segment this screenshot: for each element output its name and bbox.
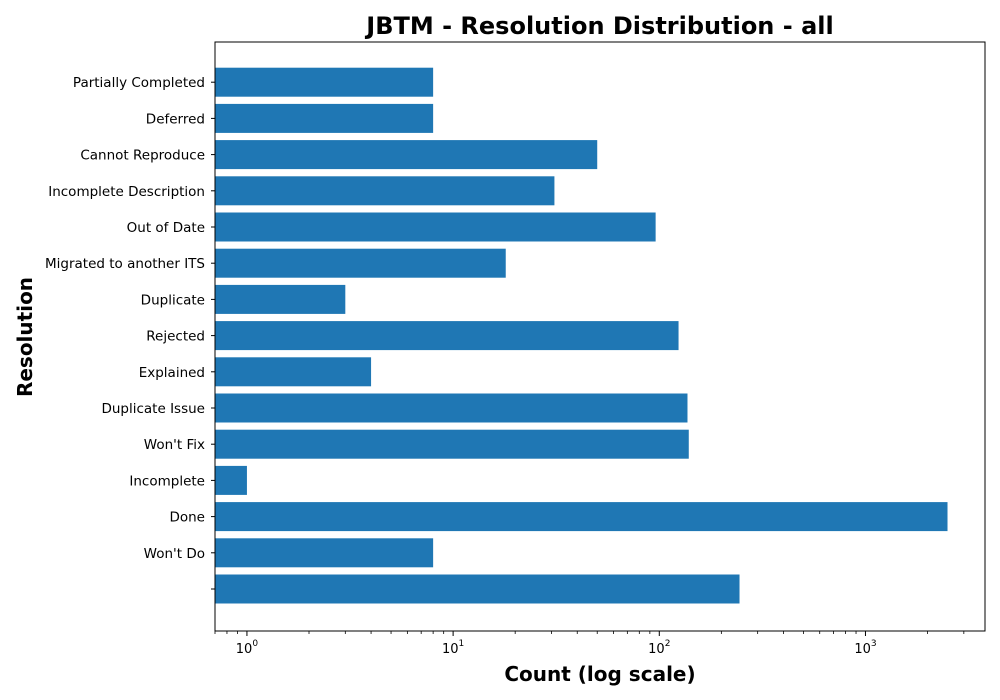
- x-axis-label: Count (log scale): [504, 662, 695, 686]
- y-tick-label: Deferred: [146, 111, 205, 127]
- y-tick-label: Explained: [139, 365, 205, 381]
- bar: [215, 67, 434, 97]
- y-axis-label: Resolution: [13, 277, 37, 397]
- y-tick-label: Migrated to another ITS: [45, 256, 205, 272]
- bar: [215, 393, 688, 423]
- bar: [215, 574, 740, 604]
- y-axis-ticks: Won't Do Done Incomplete Won't Fix Duplicate…: [45, 75, 215, 590]
- x-tick-label: 101: [442, 639, 464, 657]
- bar: [215, 429, 689, 459]
- bar: [215, 284, 346, 314]
- y-tick-label: Won't Fix: [144, 437, 205, 453]
- bar: [215, 103, 434, 133]
- y-tick-label: Partially Completed: [73, 75, 205, 91]
- x-tick-label: 100: [236, 639, 259, 657]
- y-tick-label: Duplicate: [141, 292, 205, 308]
- bar: [215, 140, 598, 170]
- y-tick-label: Duplicate Issue: [101, 401, 205, 417]
- y-tick-label: Out of Date: [127, 220, 205, 236]
- y-tick-label: Rejected: [146, 329, 205, 345]
- bar: [215, 465, 247, 495]
- x-axis-ticks: 100 101 102 103: [214, 631, 965, 657]
- bar: [215, 502, 948, 532]
- y-tick-label: Incomplete: [129, 473, 205, 489]
- y-tick-label: Done: [169, 510, 205, 526]
- bar: [215, 321, 679, 351]
- bar: [215, 357, 372, 387]
- bar: [215, 176, 555, 206]
- bar: [215, 248, 506, 278]
- y-tick-label: Cannot Reproduce: [80, 148, 205, 164]
- y-tick-label: Won't Do: [144, 546, 205, 562]
- x-tick-label: 102: [648, 639, 670, 657]
- x-tick-label: 103: [854, 639, 876, 657]
- bars-layer: [215, 67, 948, 604]
- chart-title: JBTM - Resolution Distribution - all: [364, 12, 833, 40]
- plot-frame: [214, 41, 986, 632]
- bar: [215, 538, 434, 568]
- bar: [215, 212, 656, 242]
- y-tick-label: Incomplete Description: [48, 184, 205, 200]
